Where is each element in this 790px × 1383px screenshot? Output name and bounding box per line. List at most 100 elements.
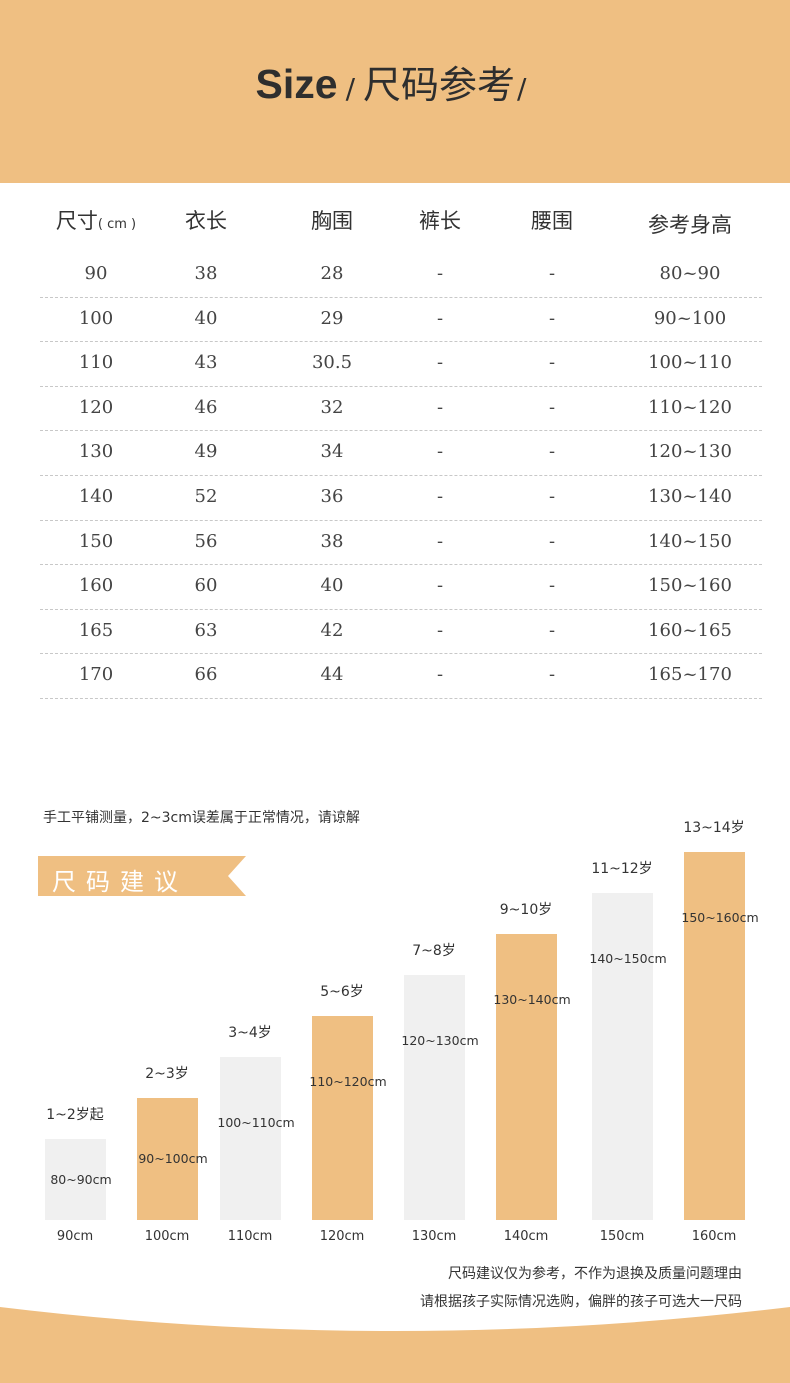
chart-bar	[403, 975, 465, 1220]
table-cell: 40	[194, 307, 218, 329]
header-height: 参考身高	[648, 213, 732, 237]
disclaimer-line-1: 尺码建议仅为参考，不作为退换及质量问题理由	[448, 1266, 742, 1282]
table-row: 140 52 36 - - 130~140	[40, 476, 762, 521]
age-label: 1~2岁起	[46, 1107, 104, 1123]
table-cell: 46	[194, 396, 218, 418]
table-cell: -	[548, 664, 556, 686]
banner-label: 尺码建议	[52, 868, 188, 896]
x-tick-label: 90cm	[56, 1229, 94, 1244]
table-cell: 32	[320, 396, 344, 418]
table-cell: 38	[320, 530, 344, 552]
table-row: 160 60 40 - - 150~160	[40, 565, 762, 610]
table-cell: 49	[194, 441, 218, 463]
table-cell: 42	[320, 619, 344, 641]
table-cell: 90	[84, 263, 108, 284]
size-suggestion-banner: 尺码建议	[38, 856, 246, 896]
table-cell: -	[548, 396, 556, 418]
table-cell: -	[436, 396, 444, 418]
table-cell: 30.5	[311, 352, 353, 374]
table-cell: 80~90	[659, 263, 721, 284]
table-cell: -	[436, 263, 444, 284]
banner-shape	[38, 856, 246, 896]
table-cell: -	[436, 352, 444, 374]
height-range-label: 110~120cm	[309, 1074, 387, 1089]
x-tick-label: 150cm	[599, 1229, 645, 1244]
disclaimer-line-2: 请根据孩子实际情况选购，偏胖的孩子可选大一尺码	[420, 1294, 742, 1310]
chart-bar	[591, 893, 653, 1220]
table-cell: 60	[194, 575, 218, 597]
table-cell: 160~165	[648, 619, 732, 641]
table-header: 尺寸( cm ) 衣长 胸围 裤长 腰围 参考身高	[40, 195, 762, 247]
table-cell: 165~170	[648, 664, 732, 686]
chart-bar	[683, 852, 745, 1220]
x-tick-label: 130cm	[411, 1229, 457, 1244]
title-en: Size	[255, 61, 338, 107]
age-label: 7~8岁	[412, 943, 456, 959]
table-cell: -	[548, 352, 556, 374]
table-cell: 90~100	[653, 307, 727, 329]
header-pants-length: 裤长	[419, 209, 461, 233]
table-cell: 120~130	[648, 441, 732, 463]
chart-bar	[495, 934, 557, 1220]
chart-bar	[219, 1057, 281, 1220]
header-waist: 腰围	[531, 209, 573, 233]
table-cell: -	[548, 619, 556, 641]
table-cell: 100	[78, 307, 114, 329]
table-cell: 56	[194, 530, 218, 552]
table-row: 130 49 34 - - 120~130	[40, 431, 762, 476]
table-row: 90 38 28 - - 80~90	[40, 253, 762, 298]
title-cn: 尺码参考	[363, 63, 516, 107]
header-unit: ( cm )	[97, 217, 137, 232]
table-cell: 28	[320, 263, 344, 284]
table-cell: 150~160	[648, 575, 732, 597]
chart-bar	[136, 1098, 198, 1220]
x-tick-label: 120cm	[319, 1229, 365, 1244]
page-title: Size / 尺码参考/	[0, 54, 790, 109]
table-cell: 110	[78, 352, 114, 374]
table-cell: -	[436, 485, 444, 507]
table-cell: -	[548, 263, 556, 284]
table-cell: 170	[78, 664, 114, 686]
height-range-label: 150~160cm	[681, 910, 759, 925]
table-cell: -	[436, 664, 444, 686]
table-row: 170 66 44 - - 165~170	[40, 654, 762, 699]
table-cell: -	[548, 441, 556, 463]
table-cell: 150	[78, 530, 114, 552]
table-cell: -	[436, 530, 444, 552]
table-cell: 140	[78, 485, 114, 507]
table-cell: -	[548, 307, 556, 329]
table-cell: 52	[194, 485, 218, 507]
height-range-label: 90~100cm	[138, 1151, 208, 1166]
size-table: 尺寸( cm ) 衣长 胸围 裤长 腰围 参考身高 90 38 28 - - 80~90 1…	[40, 195, 762, 699]
table-row: 150 56 38 - - 140~150	[40, 521, 762, 566]
table-cell: 66	[194, 664, 218, 686]
table-cell: -	[548, 485, 556, 507]
table-cell: 29	[320, 307, 344, 329]
title-slash-end: /	[517, 72, 527, 105]
age-label: 9~10岁	[499, 902, 553, 918]
table-cell: 36	[320, 485, 344, 507]
table-cell: 130~140	[648, 485, 732, 507]
age-label: 5~6岁	[320, 984, 364, 1000]
height-range-label: 120~130cm	[401, 1033, 479, 1048]
table-cell: -	[436, 575, 444, 597]
table-cell: 165	[78, 619, 114, 641]
table-cell: -	[436, 307, 444, 329]
title-slash: /	[345, 72, 356, 105]
table-row: 120 46 32 - - 110~120	[40, 387, 762, 432]
table-cell: 120	[78, 396, 114, 418]
chart-bar	[44, 1139, 106, 1220]
table-cell: 160	[78, 575, 114, 597]
header-size: 尺寸( cm )	[55, 209, 137, 233]
x-tick-label: 160cm	[691, 1229, 737, 1244]
header-length: 衣长	[185, 209, 227, 233]
measurement-note: 手工平铺测量，2~3cm误差属于正常情况，请谅解	[43, 810, 360, 826]
table-cell: 110~120	[648, 396, 732, 418]
table-row: 165 63 42 - - 160~165	[40, 610, 762, 655]
age-label: 11~12岁	[591, 861, 653, 877]
table-cell: -	[436, 441, 444, 463]
footer-wave	[0, 1307, 790, 1383]
height-range-label: 140~150cm	[589, 951, 667, 966]
x-tick-label: 140cm	[503, 1229, 549, 1244]
header-band	[0, 0, 790, 183]
